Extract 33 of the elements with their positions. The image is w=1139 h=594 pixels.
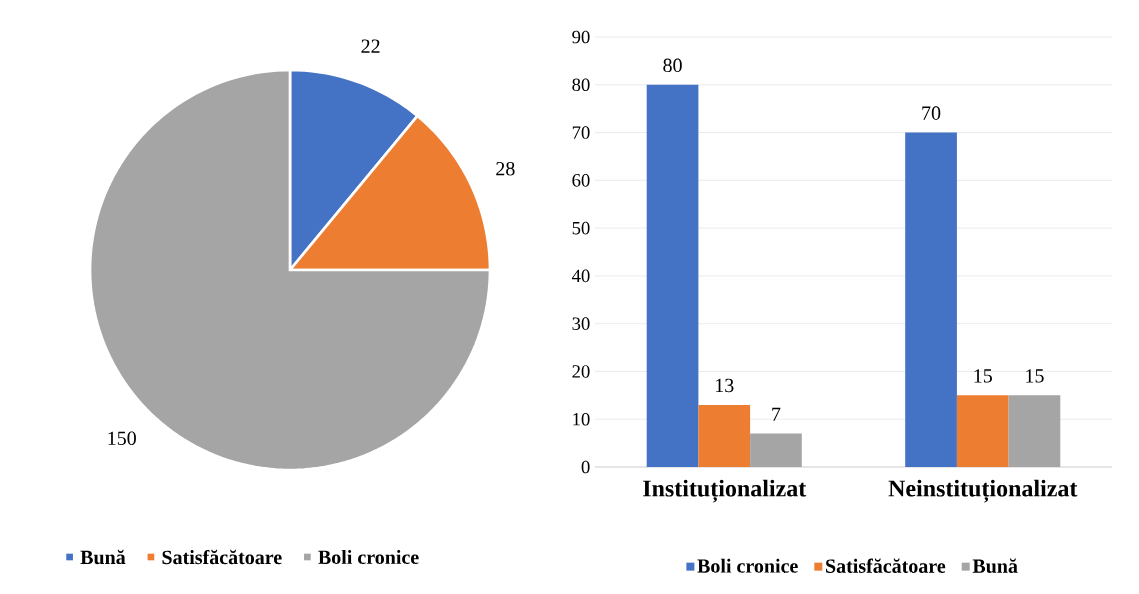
data-label: 70 bbox=[922, 106, 941, 120]
y-tick-label: 60 bbox=[572, 174, 590, 187]
legend-label: Boli cronice bbox=[697, 558, 798, 573]
y-tick-label: 10 bbox=[573, 412, 590, 426]
legend-label: Bună bbox=[972, 558, 1018, 573]
bar bbox=[646, 84, 699, 467]
bar bbox=[1008, 395, 1061, 467]
y-tick-label: 0 bbox=[581, 460, 590, 474]
data-label: 80 bbox=[663, 58, 682, 73]
y-tick-label: 90 bbox=[572, 30, 590, 44]
y-tick-label: 70 bbox=[572, 126, 590, 139]
y-tick-label: 80 bbox=[572, 78, 590, 92]
bar bbox=[750, 433, 802, 467]
bar bbox=[905, 132, 957, 467]
data-label: 22 bbox=[361, 39, 380, 53]
bar bbox=[698, 404, 751, 467]
data-label: 28 bbox=[496, 161, 515, 176]
x-tick-label: Neinstituționalizat bbox=[888, 479, 1078, 503]
legend-label: Bună bbox=[80, 549, 126, 565]
data-label: 15 bbox=[1026, 369, 1044, 383]
data-label: 150 bbox=[108, 431, 136, 446]
data-label: 13 bbox=[716, 378, 734, 393]
data-label: 15 bbox=[974, 369, 992, 383]
bar bbox=[956, 395, 1009, 467]
x-tick-label: Instituționalizat bbox=[643, 479, 807, 503]
data-label: 7 bbox=[772, 407, 781, 421]
legend-label: Satisfăcătoare bbox=[826, 558, 946, 573]
y-tick-label: 40 bbox=[571, 269, 590, 283]
y-tick-label: 30 bbox=[572, 317, 590, 330]
y-tick-label: 50 bbox=[572, 221, 590, 235]
legend-label: Boli cronice bbox=[318, 549, 419, 565]
y-tick-label: 20 bbox=[572, 365, 590, 378]
legend-label: Satisfăcătoare bbox=[162, 549, 282, 565]
